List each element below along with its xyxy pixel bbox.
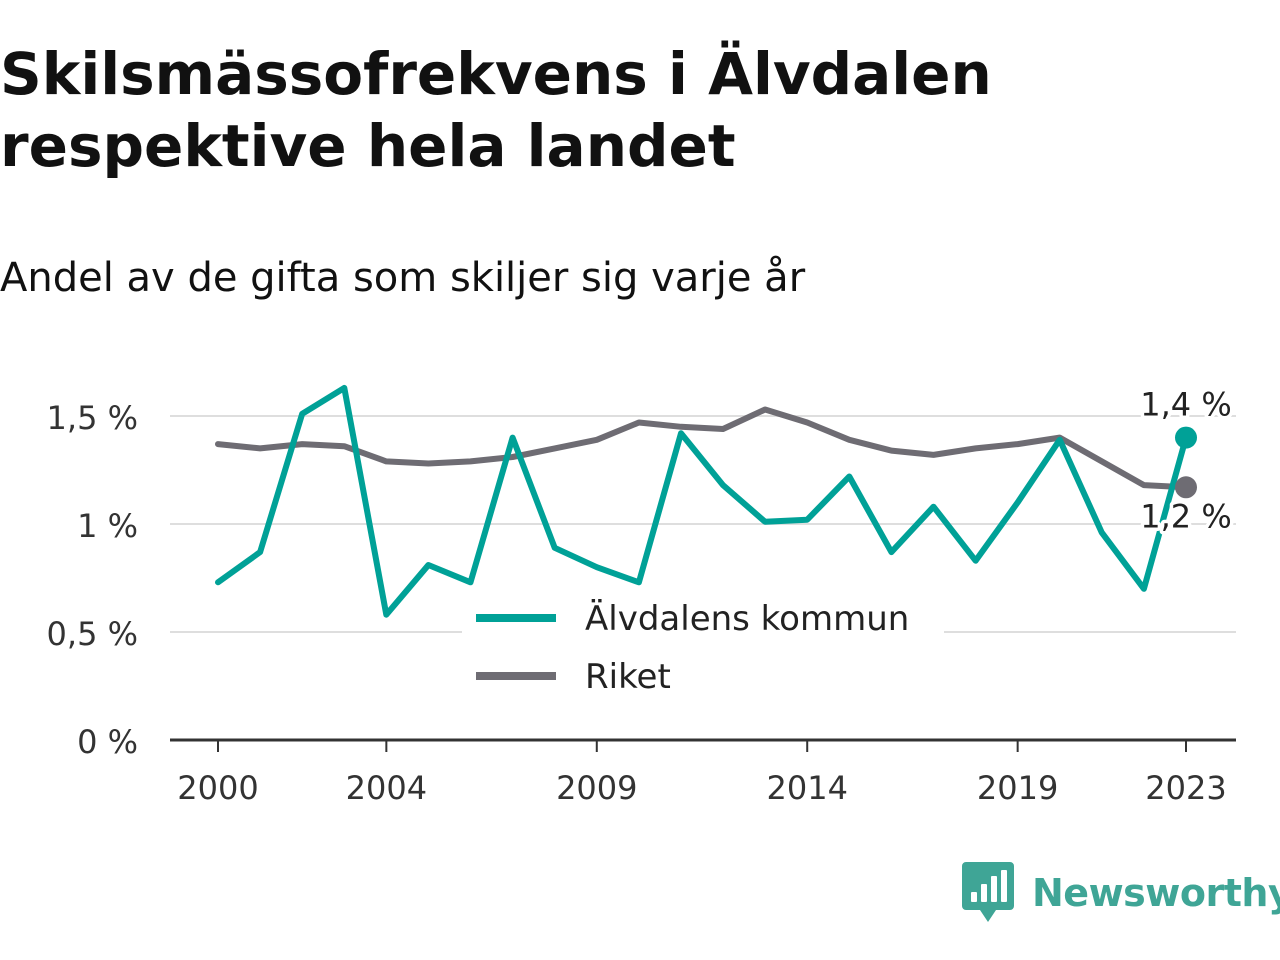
end-label-halo-riket: 1,2 %	[1140, 497, 1231, 535]
newsworthy-logo-icon	[962, 862, 1014, 922]
series-line-riket	[215, 406, 1189, 491]
end-label-riket: 1,2 %	[1140, 497, 1231, 535]
x-tick-label: 2000	[177, 769, 258, 807]
y-tick-label: 0,5 %	[47, 615, 138, 653]
legend-background	[462, 588, 944, 706]
y-tick-label: 0 %	[77, 723, 138, 761]
x-tick-label: 2014	[766, 769, 847, 807]
end-label-alvdalen: 1,4 %	[1140, 386, 1231, 424]
brand-name: Newsworthy	[1032, 871, 1280, 915]
line-chart: 0 % 0,5 % 1 % 1,5 % 2000 2004 2009 2014 2019 2023…	[46, 384, 1236, 807]
legend-label-alvdalen: Älvdalens kommun	[585, 599, 909, 639]
y-tick-label: 1 %	[77, 507, 138, 545]
legend-label-riket: Riket	[585, 657, 671, 697]
end-label-halo-alvdalen: 1,4 %	[1140, 386, 1231, 424]
chart-title-line-1: Skilsmässofrekvens i Älvdalen	[0, 40, 992, 108]
x-tick-label: 2009	[556, 769, 637, 807]
series-line-alvdalen	[215, 384, 1189, 618]
end-point-alvdalen	[1175, 426, 1197, 449]
brand-logo: Newsworthy	[962, 862, 1280, 924]
y-tick-label: 1,5 %	[47, 399, 138, 437]
x-tick-label: 2019	[977, 769, 1058, 807]
x-tick-label: 2023	[1145, 769, 1226, 807]
chart-title-line-2: respektive hela landet	[0, 112, 736, 180]
chart-title: Skilsmässofrekvens i Älvdalen respektive…	[0, 38, 1200, 182]
chart-subtitle: Andel av de gifta som skiljer sig varje …	[0, 255, 806, 301]
x-tick-label: 2004	[346, 769, 427, 807]
end-point-riket	[1175, 476, 1197, 499]
